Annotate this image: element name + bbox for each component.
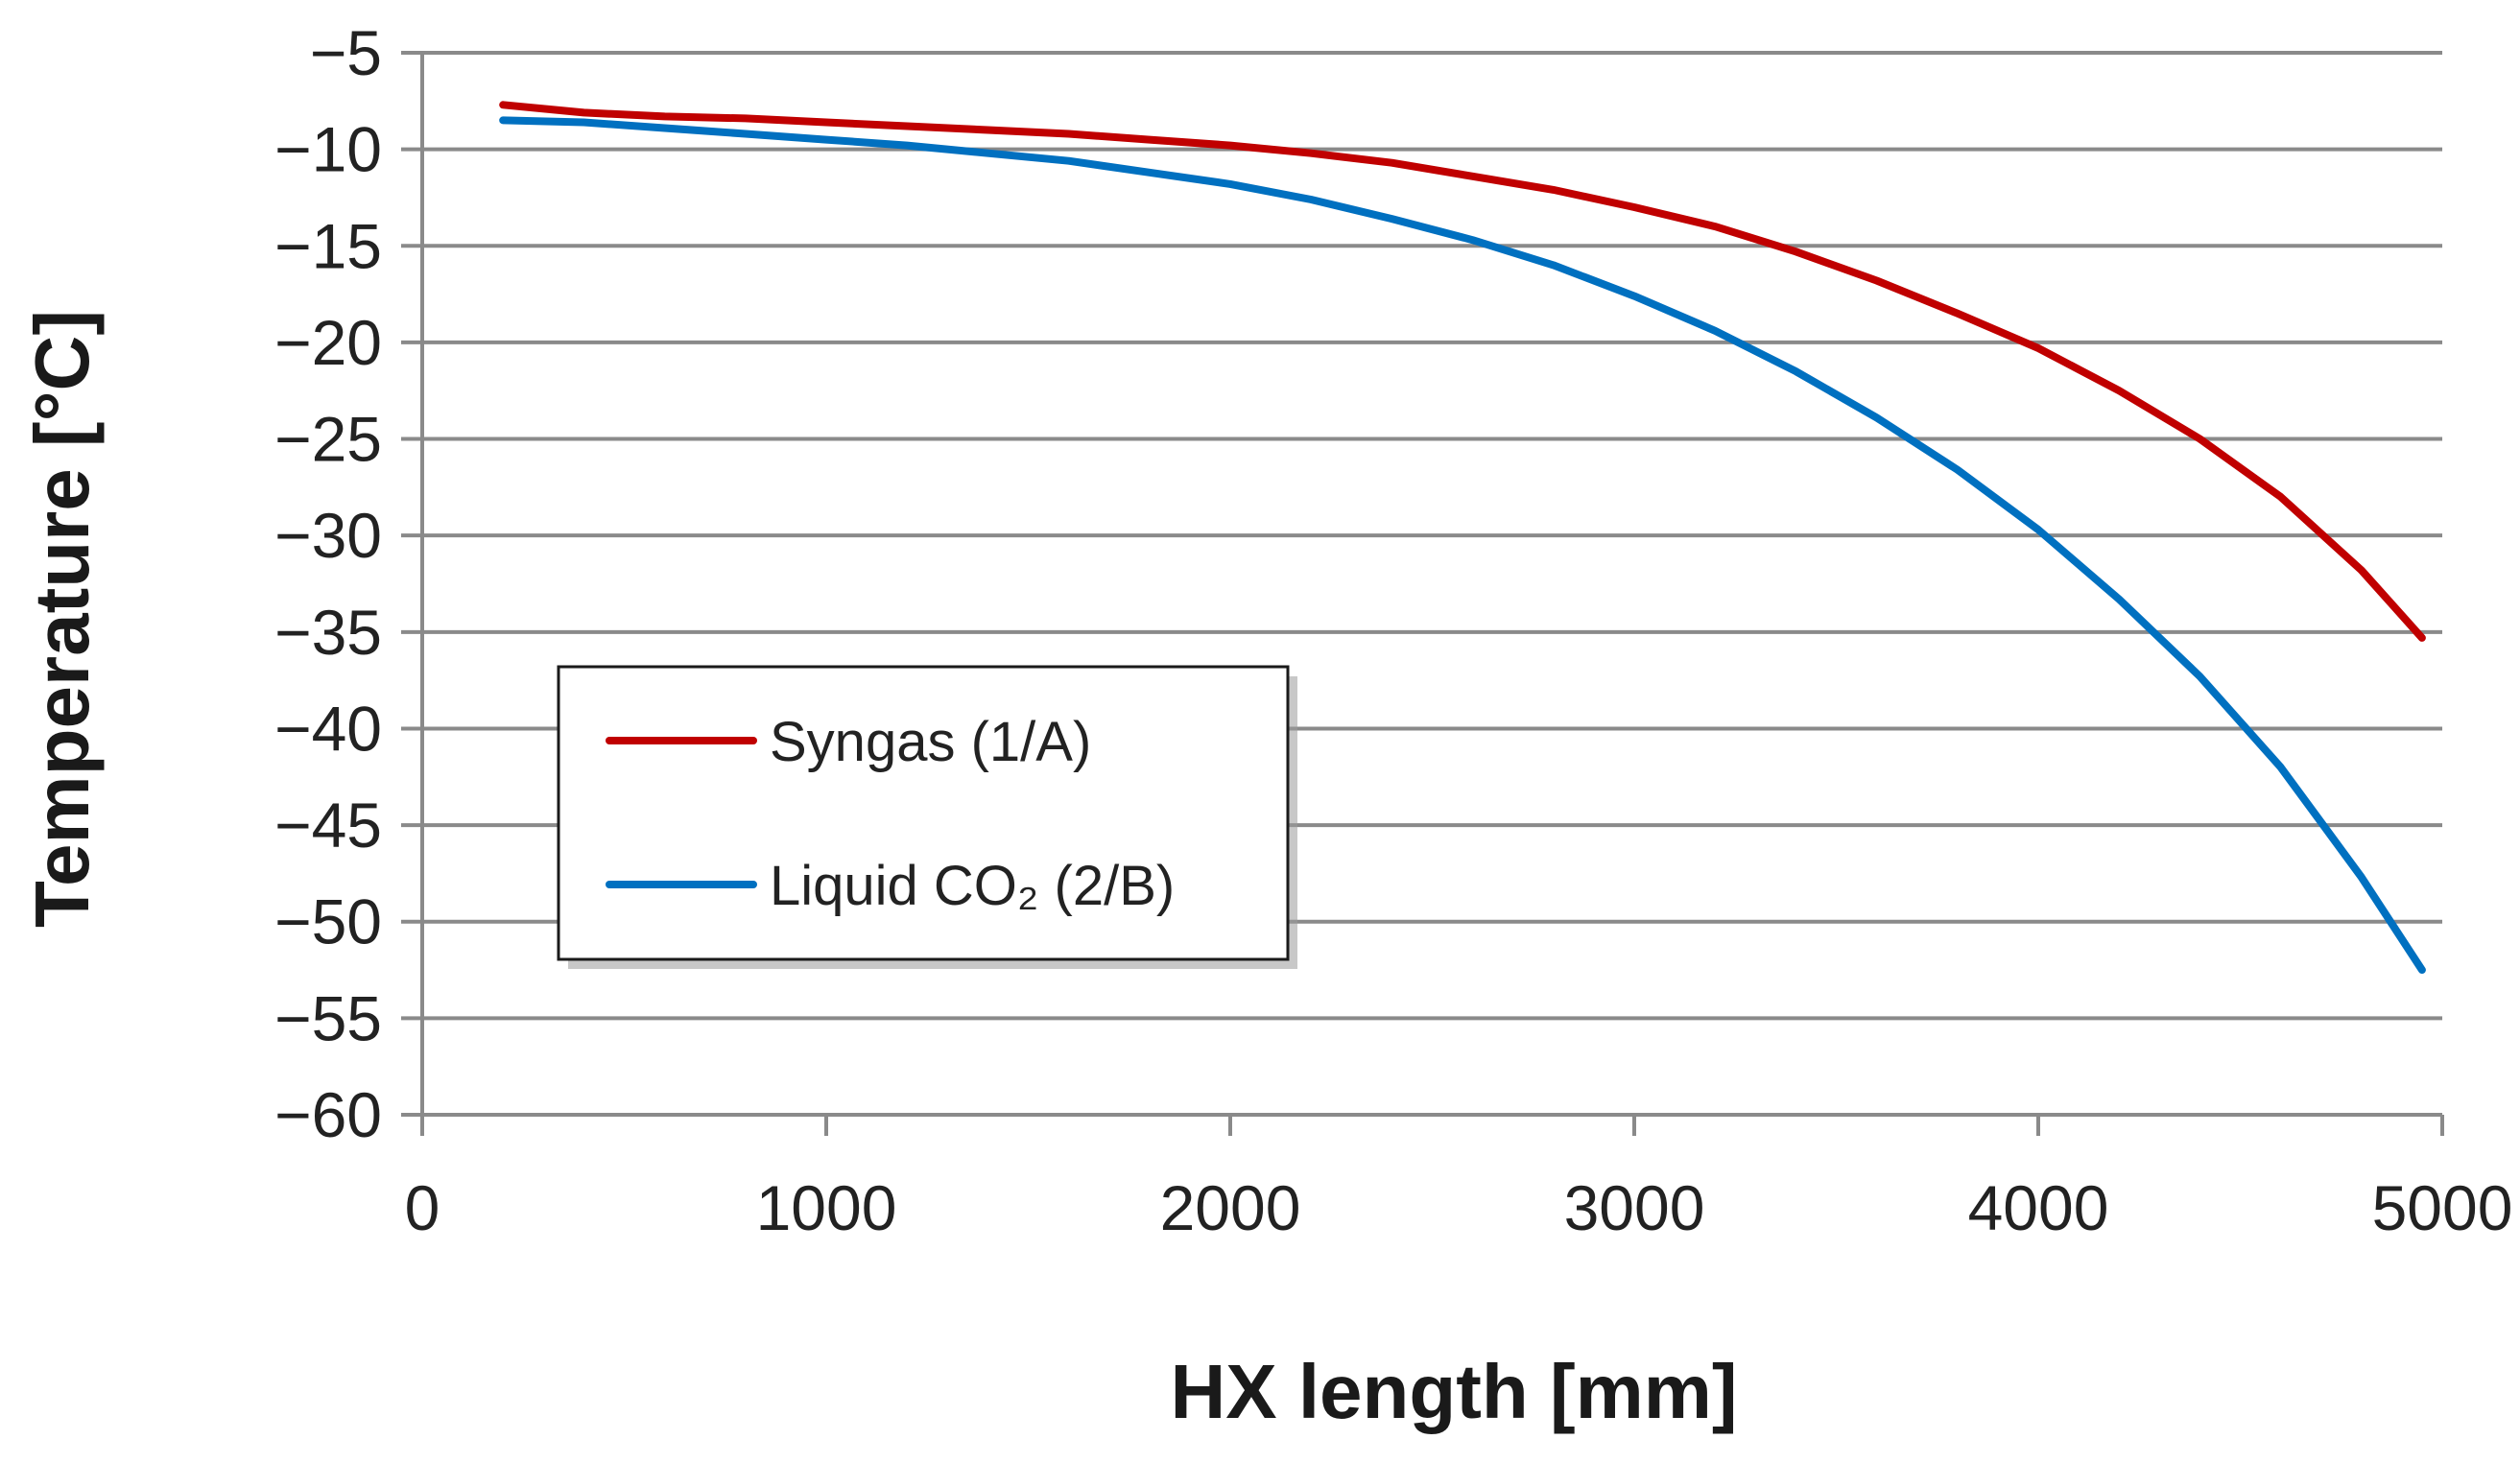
y-tick-label: −40 (274, 693, 382, 764)
x-tick-label: 1000 (756, 1172, 897, 1243)
y-tick-label: −25 (274, 404, 382, 475)
y-tick-label: −20 (274, 307, 382, 378)
x-tick-label: 3000 (1564, 1172, 1705, 1243)
y-tick-label: −50 (274, 886, 382, 957)
gridlines (422, 51, 2442, 1021)
x-tick-labels: 0 1000 2000 3000 4000 5000 (405, 1115, 2513, 1243)
y-tick-label: −30 (274, 500, 382, 571)
legend-box (557, 665, 1290, 961)
x-tick-label: 5000 (2372, 1172, 2513, 1243)
y-tick-label: −10 (274, 114, 382, 185)
y-tick-labels: −5 −10 −15 −20 −25 −30 −35 −40 −45 −50 −55 −60 (274, 17, 422, 1150)
y-tick-label: −5 (310, 17, 382, 88)
y-tick-label: −35 (274, 597, 382, 668)
legend: Syngas (1/A) Liquid CO₂ (2/B) (557, 665, 1297, 969)
x-tick-label: 4000 (1968, 1172, 2109, 1243)
x-axis-title: HX length [mm] (1170, 1349, 1737, 1434)
series-lines (499, 101, 2426, 974)
x-tick-label: 0 (405, 1172, 440, 1243)
y-tick-label: −15 (274, 210, 382, 281)
y-tick-label: −60 (274, 1079, 382, 1150)
y-tick-label: −45 (274, 790, 382, 861)
legend-label-syngas: Syngas (1/A) (770, 711, 1091, 773)
y-axis-title: Temperature [°C] (19, 310, 105, 928)
y-tick-label: −55 (274, 982, 382, 1053)
series-line-syngas (499, 101, 2426, 642)
legend-label-liquid-co2: Liquid CO₂ (2/B) (770, 855, 1175, 917)
series-line-liquid-co2 (499, 116, 2426, 974)
x-tick-label: 2000 (1160, 1172, 1301, 1243)
axes (401, 53, 2442, 1117)
